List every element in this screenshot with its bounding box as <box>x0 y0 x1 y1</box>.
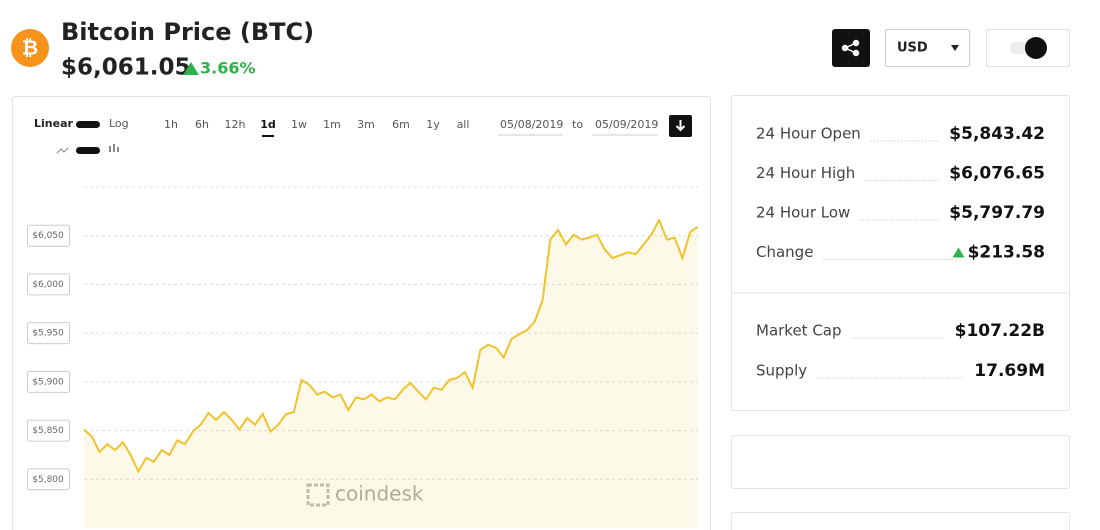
currency: USD <box>897 41 928 56</box>
y-tick-label: $5,950 <box>32 329 64 339</box>
tick-box <box>27 370 70 393</box>
stat-value: $107.22B <box>955 321 1045 341</box>
change-pct: 3.66% <box>200 59 256 78</box>
stat-value: $6,076.65 <box>949 164 1045 184</box>
end-date[interactable]: 05/09/2019 <box>595 118 658 131</box>
up-arrow <box>952 247 965 258</box>
stat-value: $5,843.42 <box>949 124 1045 144</box>
scale-linear[interactable]: Linear <box>34 117 73 130</box>
y-tick-label: $6,050 <box>32 231 64 241</box>
start-date[interactable]: 05/08/2019 <box>500 118 563 131</box>
tick-box <box>27 419 70 442</box>
stat-label: 24 Hour Low <box>756 204 850 222</box>
range-button[interactable]: all <box>457 118 470 131</box>
line-icon[interactable] <box>56 147 69 154</box>
area <box>84 220 698 528</box>
range-button[interactable]: 12h <box>225 118 246 131</box>
stat-label: 24 Hour Open <box>756 125 861 143</box>
range-button[interactable]: 3m <box>357 118 375 131</box>
stat-value: 17.69M <box>974 361 1045 381</box>
caret <box>951 45 959 51</box>
tick-box <box>27 224 70 247</box>
bar-icon[interactable] <box>109 144 119 152</box>
range-button[interactable]: 6h <box>195 118 209 131</box>
tick-box <box>27 322 70 345</box>
stat-label: 24 Hour High <box>756 164 855 182</box>
range-button[interactable]: 6m <box>392 118 410 131</box>
range-button[interactable]: 1w <box>291 118 307 131</box>
range-button[interactable]: 1y <box>426 118 440 131</box>
price: $6,061.05 <box>61 55 191 81</box>
watermark-icon <box>306 483 330 507</box>
moon-knob <box>1025 37 1047 59</box>
empty-card <box>731 512 1070 530</box>
stat-value: $213.58 <box>968 243 1045 263</box>
scale-log[interactable]: Log <box>109 117 129 130</box>
range-button[interactable]: 1d <box>260 118 276 131</box>
price-line <box>83 217 699 474</box>
stat-value: $5,797.79 <box>949 203 1045 223</box>
currency-select[interactable] <box>885 29 970 67</box>
empty-card <box>731 435 1070 489</box>
stat-label: Market Cap <box>756 322 842 340</box>
type-toggle[interactable] <box>76 147 100 154</box>
y-tick-label: $5,850 <box>32 426 64 436</box>
chart-card <box>12 96 711 530</box>
date-separator: to <box>572 118 583 131</box>
stat-label: Change <box>756 243 813 261</box>
watermark: coindesk <box>335 482 424 506</box>
btc-symbol: ₿ <box>22 36 38 60</box>
scale-toggle[interactable] <box>76 121 100 128</box>
download-icon <box>675 120 686 132</box>
tick-box <box>27 468 70 491</box>
title: Bitcoin Price (BTC) <box>61 18 314 46</box>
tick-box <box>27 273 70 296</box>
share-button[interactable] <box>832 29 870 67</box>
y-tick-label: $5,900 <box>32 377 64 387</box>
range-button[interactable]: 1m <box>323 118 341 131</box>
y-tick-label: $5,800 <box>32 475 64 485</box>
up-arrow <box>183 62 199 75</box>
share-icon <box>841 39 860 57</box>
y-tick-label: $6,000 <box>32 280 64 290</box>
range-button[interactable]: 1h <box>164 118 178 131</box>
stats-card <box>731 95 1070 411</box>
stat-label: Supply <box>756 362 807 380</box>
btc-icon <box>11 29 49 67</box>
